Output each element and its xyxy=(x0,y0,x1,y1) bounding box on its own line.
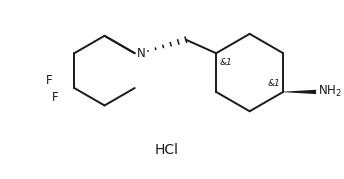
Text: &1: &1 xyxy=(268,79,280,88)
Text: F: F xyxy=(52,91,58,104)
Text: &1: &1 xyxy=(220,58,233,67)
Text: HCl: HCl xyxy=(154,143,179,157)
Text: N: N xyxy=(137,47,146,60)
Polygon shape xyxy=(283,90,316,94)
Text: NH$_2$: NH$_2$ xyxy=(318,84,342,100)
Text: F: F xyxy=(46,74,53,87)
